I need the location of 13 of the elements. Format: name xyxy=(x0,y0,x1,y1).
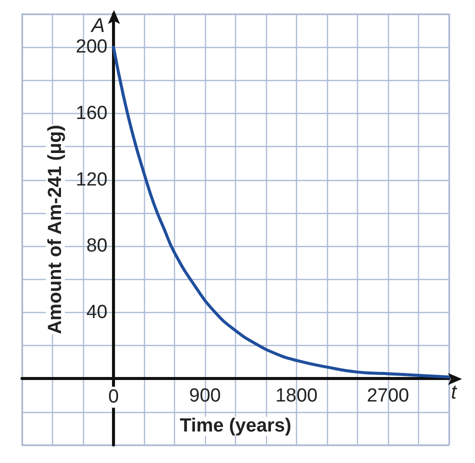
y-axis-title: Amount of Am-241 (μg) xyxy=(44,124,66,334)
y-tick-label: 40 xyxy=(86,302,108,323)
text: t xyxy=(451,382,458,404)
y-tick-label: 120 xyxy=(76,169,108,190)
x-tick-label: 2700 xyxy=(366,386,410,407)
annotation: A xyxy=(90,15,105,37)
x-tick-label: 0 xyxy=(108,386,119,408)
x-tick-label: 900 xyxy=(189,386,221,407)
x-axis-title: Time (years) xyxy=(180,416,292,437)
x-tick-label: 1800 xyxy=(275,386,318,407)
y-tick-label: 200 xyxy=(76,36,108,58)
y-tick-label: 80 xyxy=(86,236,108,257)
y-tick-label: 160 xyxy=(76,102,108,124)
